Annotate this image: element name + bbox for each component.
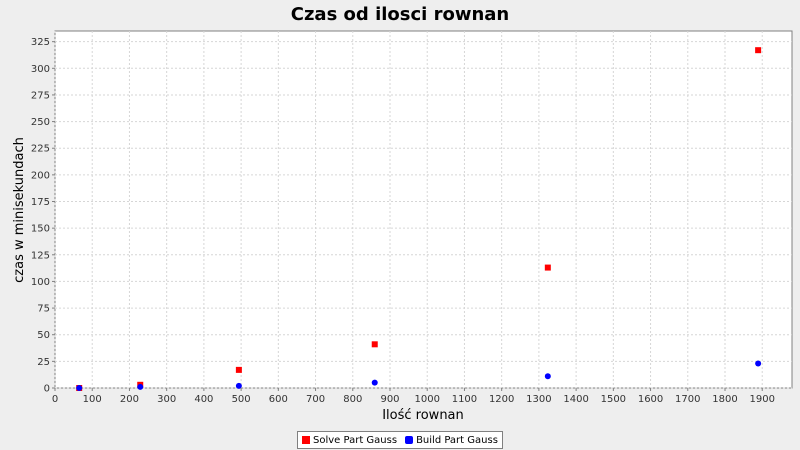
x-tick-label: 300 — [157, 394, 176, 405]
x-tick-label: 1900 — [749, 394, 774, 405]
x-tick-label: 700 — [306, 394, 325, 405]
build-point — [755, 360, 762, 367]
x-tick-label: 1800 — [712, 394, 737, 405]
y-tick-label: 225 — [31, 144, 50, 155]
x-tick-label: 100 — [83, 394, 102, 405]
x-tick-label: 200 — [120, 394, 139, 405]
y-tick-label: 325 — [31, 37, 50, 48]
legend-label-solve: Solve Part Gauss — [313, 434, 398, 446]
x-tick-label: 1300 — [526, 394, 551, 405]
x-tick-label: 1100 — [452, 394, 477, 405]
x-tick-label: 900 — [380, 394, 399, 405]
legend-label-build: Build Part Gauss — [416, 434, 498, 446]
y-tick-label: 25 — [37, 357, 50, 368]
data-points — [76, 47, 762, 391]
solve-point — [235, 366, 242, 373]
build-point — [371, 379, 378, 386]
grid-lines — [54, 31, 792, 389]
x-tick-label: 1000 — [414, 394, 439, 405]
legend-swatch-build — [405, 436, 414, 444]
y-tick-label: 250 — [31, 117, 50, 128]
y-tick-label: 50 — [37, 330, 50, 341]
build-point — [235, 382, 242, 389]
legend: Solve Part Gauss Build Part Gauss — [297, 431, 503, 449]
solve-point — [371, 341, 378, 348]
y-tick-label: 75 — [37, 304, 50, 315]
legend-item-solve: Solve Part Gauss — [302, 435, 397, 446]
x-tick-label: 500 — [232, 394, 251, 405]
x-tick-label: 1700 — [675, 394, 700, 405]
x-tick-label: 800 — [343, 394, 362, 405]
build-point — [137, 383, 144, 390]
y-tick-label: 125 — [31, 250, 50, 261]
solve-point — [755, 47, 762, 54]
y-tick-label: 150 — [31, 224, 50, 235]
y-tick-label: 300 — [31, 64, 50, 75]
x-tick-label: 1400 — [563, 394, 588, 405]
axis-ticks: 0 100 200 300 400 500 600 700 800 900 1000 1100 1200… — [31, 37, 775, 405]
solve-point — [544, 264, 551, 271]
scatter-chart: 0 100 200 300 400 500 600 700 800 900 1000 1100 1200… — [12, 30, 793, 423]
x-tick-label: 1200 — [489, 394, 514, 405]
build-point — [76, 385, 83, 391]
x-axis-label: Ilość rownan — [382, 408, 464, 423]
chart-title: Czas od ilosci rownan — [290, 4, 510, 25]
x-tick-label: 600 — [269, 394, 288, 405]
legend-swatch-solve — [302, 436, 310, 444]
x-tick-label: 1600 — [638, 394, 663, 405]
plot-area — [54, 30, 793, 389]
y-axis-label: czas w minisekundach — [12, 137, 27, 283]
build-point — [544, 373, 551, 380]
y-tick-label: 275 — [31, 90, 50, 101]
y-tick-label: 175 — [31, 197, 50, 208]
legend-item-build: Build Part Gauss — [405, 435, 498, 446]
y-tick-label: 0 — [44, 384, 50, 395]
x-tick-label: 1500 — [601, 394, 626, 405]
y-tick-label: 100 — [31, 277, 50, 288]
x-tick-label: 400 — [194, 394, 213, 405]
y-tick-label: 200 — [31, 170, 50, 181]
x-tick-label: 0 — [52, 394, 58, 405]
